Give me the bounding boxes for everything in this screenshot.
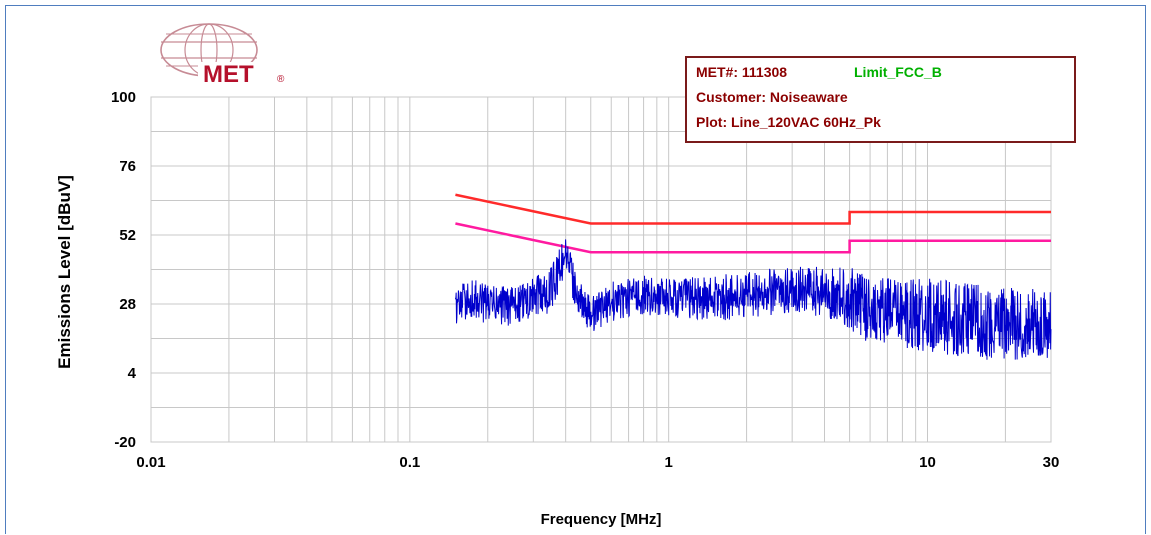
y-tick-label: 28 — [119, 296, 136, 313]
quasi-peak-limit-line — [455, 193, 1051, 225]
y-tick-label: 100 — [111, 89, 136, 106]
plot-window: MET ® 100 76 52 28 4 -20 0.01 0.1 1 10 30 Frequenc… — [5, 5, 1146, 534]
plot-label: Plot: Line_120VAC 60Hz_Pk — [696, 114, 881, 130]
info-box: MET#: 111308 Limit_FCC_B Customer: Noise… — [685, 56, 1076, 143]
emissions-trace — [454, 239, 1052, 360]
y-tick-label: 52 — [119, 227, 136, 244]
x-tick-label: 1 — [664, 454, 672, 471]
series-layer — [454, 193, 1052, 360]
x-tick-label: 0.01 — [136, 454, 165, 471]
y-tick-label: 76 — [119, 158, 136, 175]
met-logo: MET ® — [160, 23, 285, 88]
plot-grid — [151, 97, 1051, 442]
plot-area-border — [150, 96, 1052, 443]
x-axis-title: Frequency [MHz] — [541, 511, 662, 528]
customer-label: Customer: Noiseaware — [696, 89, 848, 105]
x-tick-label: 10 — [919, 454, 936, 471]
emissions-chart: MET ® 100 76 52 28 4 -200.01 0.1 1 10 30 Frequenc… — [55, 23, 1076, 528]
y-tick-label: -20 — [114, 434, 136, 451]
met-number-label: MET#: 111308 — [696, 64, 787, 80]
tick-labels: 100 76 52 28 4 -200.01 0.1 1 10 30 — [111, 89, 1059, 471]
y-tick-label: 4 — [128, 365, 137, 382]
average-limit-line — [455, 222, 1051, 254]
y-axis-title: Emissions Level [dBuV] — [55, 175, 74, 369]
info-box-border — [685, 56, 1076, 143]
x-tick-label: 0.1 — [399, 454, 420, 471]
logo-registered-mark: ® — [277, 74, 285, 85]
logo-text: MET — [203, 61, 254, 88]
x-tick-label: 30 — [1043, 454, 1060, 471]
limit-label: Limit_FCC_B — [854, 64, 942, 80]
